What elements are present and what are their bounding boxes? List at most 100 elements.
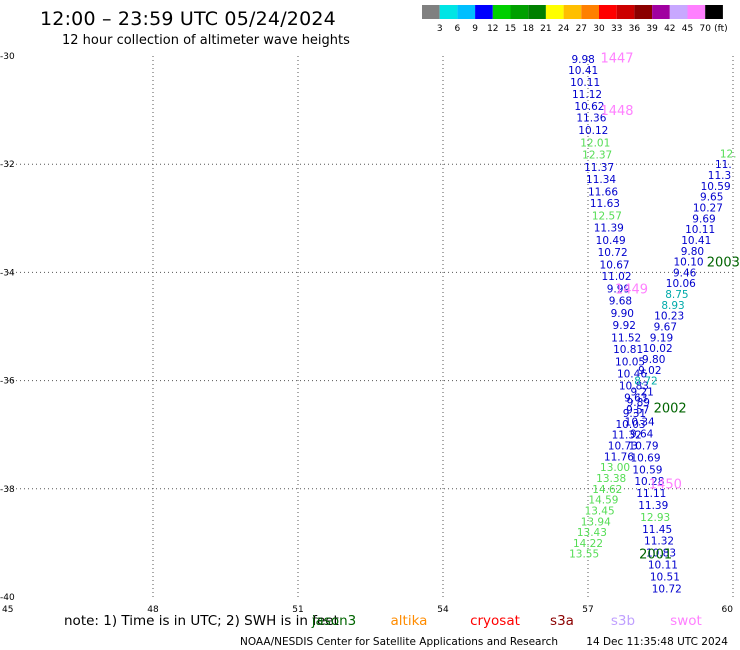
wave-height-point: 13.94 bbox=[581, 516, 611, 528]
wave-height-point: 9.46 bbox=[673, 267, 697, 279]
wave-height-point: 12.37 bbox=[582, 149, 612, 161]
x-tick-label: 54 bbox=[437, 605, 449, 615]
wave-height-point: 10.12 bbox=[578, 125, 608, 137]
wave-height-point: 13.38 bbox=[596, 473, 626, 485]
wave-height-point: 10.28 bbox=[634, 476, 664, 488]
wave-height-point: 9.98 bbox=[571, 54, 594, 66]
wave-height-point: 11.39 bbox=[594, 222, 624, 234]
colorbar-swatch bbox=[422, 5, 440, 19]
colorbar-swatch bbox=[599, 5, 617, 19]
wave-height-point: 11.11 bbox=[636, 488, 666, 500]
colorbar-tick-label: 30 bbox=[593, 24, 605, 34]
pass-annotation: 2002 bbox=[654, 402, 687, 417]
wave-height-point: 10.03 bbox=[616, 419, 646, 431]
colorbar-swatch bbox=[510, 5, 529, 19]
wave-height-point: 10.02 bbox=[643, 343, 673, 355]
wave-height-point: 10.67 bbox=[600, 259, 630, 271]
wave-height-point: 10.11 bbox=[685, 224, 715, 236]
wave-height-point: 9.31 bbox=[623, 408, 646, 420]
wave-height-point: 11.32 bbox=[644, 536, 674, 548]
wave-height-point: 14.62 bbox=[592, 484, 622, 496]
wave-height-point: 11.39 bbox=[638, 500, 668, 512]
colorbar-swatch bbox=[581, 5, 599, 19]
colorbar-tick-label: 21 bbox=[540, 24, 551, 34]
wave-height-point: 11.12 bbox=[572, 89, 602, 101]
wave-height-point: 9.80 bbox=[681, 246, 704, 258]
y-tick-label: -40 bbox=[0, 593, 15, 603]
wave-height-point: 14.22 bbox=[573, 538, 603, 550]
wave-height-point: 9.02 bbox=[638, 365, 661, 377]
wave-height-point: 10.34 bbox=[625, 417, 655, 429]
wave-height-point: 9.92 bbox=[613, 320, 636, 332]
wave-height-point: 11.37 bbox=[584, 162, 614, 174]
pass-annotation: 1449 bbox=[615, 283, 648, 298]
colorbar-tick-label: 42 bbox=[664, 24, 675, 34]
wave-height-point: 9.99 bbox=[607, 284, 630, 296]
wave-height-point: 10.69 bbox=[630, 452, 660, 464]
colorbar-swatch bbox=[528, 5, 546, 19]
pass-annotation: 1448 bbox=[600, 104, 633, 119]
wave-height-point: 12.01 bbox=[580, 138, 610, 150]
x-tick-label: 51 bbox=[292, 605, 303, 615]
wave-height-point: 10.05 bbox=[615, 357, 645, 369]
colorbar: 3 6 9 12 15 18 21 24 27 30 33 36 39 42 45 70 (ft) bbox=[422, 5, 728, 34]
wave-height-point: 10.79 bbox=[629, 441, 659, 453]
colorbar-tick-label: 3 bbox=[437, 24, 443, 34]
colorbar-swatch bbox=[687, 5, 706, 19]
wave-height-point: 12.93 bbox=[640, 512, 670, 524]
y-tick-label: -38 bbox=[0, 485, 15, 495]
wave-height-point: 10.83 bbox=[619, 380, 649, 392]
y-tick-label: -30 bbox=[0, 52, 15, 62]
colorbar-swatch bbox=[616, 5, 635, 19]
legend-altika: altika bbox=[391, 613, 428, 629]
colorbar-tick-label: 18 bbox=[522, 24, 534, 34]
wave-height-point: 8.93 bbox=[661, 300, 684, 312]
page-subtitle: 12 hour collection of altimeter wave hei… bbox=[62, 33, 350, 48]
pass-annotation: 1447 bbox=[600, 52, 633, 67]
wave-height-point: 9.89 bbox=[627, 397, 650, 409]
wave-height-point: 9.63 bbox=[624, 392, 647, 404]
wave-height-point: 12.57 bbox=[592, 211, 622, 223]
colorbar-tick-label: 70 bbox=[699, 24, 711, 34]
wave-height-point: 11.02 bbox=[601, 271, 631, 283]
wave-height-point: 10.59 bbox=[701, 181, 731, 193]
wave-height-point: 11.32 bbox=[612, 430, 642, 442]
colorbar-tick-label: 33 bbox=[611, 24, 622, 34]
colorbar-tick-label: 45 bbox=[682, 24, 693, 34]
wave-height-point: 9.21 bbox=[630, 386, 653, 398]
wave-height-point: 9.57 bbox=[626, 404, 649, 416]
wave-height-point: 10.41 bbox=[681, 235, 711, 247]
x-tick-label: 60 bbox=[722, 605, 734, 615]
wave-height-point: 14.59 bbox=[588, 495, 618, 507]
wave-height-point: 9.67 bbox=[654, 322, 677, 334]
y-tick-label: -34 bbox=[0, 268, 15, 278]
colorbar-tick-label: 15 bbox=[505, 24, 516, 34]
wave-height-point: 10.49 bbox=[596, 235, 626, 247]
wave-height-point: 10.81 bbox=[613, 344, 643, 356]
wave-height-point: 10.27 bbox=[693, 202, 723, 214]
wave-height-point: 11.52 bbox=[611, 332, 641, 344]
footer-note: note: 1) Time is in UTC; 2) SWH is in fe… bbox=[64, 613, 339, 629]
wave-height-point: 9.69 bbox=[692, 213, 715, 225]
wave-height-point: 10.83 bbox=[646, 548, 676, 560]
colorbar-swatch bbox=[563, 5, 582, 19]
legend-s3a: s3a bbox=[550, 613, 574, 629]
wave-height-point: 13.43 bbox=[577, 527, 607, 539]
pass-annotation: 2001 bbox=[639, 548, 672, 563]
y-tick-label: -36 bbox=[0, 377, 15, 387]
colorbar-tick-label: 36 bbox=[629, 24, 641, 34]
wave-height-point: 11. bbox=[715, 159, 732, 171]
wave-height-point: 13.00 bbox=[600, 462, 630, 474]
wave-height-point: 9.90 bbox=[611, 308, 634, 320]
wave-height-point: 12. bbox=[720, 148, 737, 160]
wave-height-point: 10.59 bbox=[632, 464, 662, 476]
wave-height-point: 9.80 bbox=[642, 354, 665, 366]
wave-height-point: 9.68 bbox=[609, 296, 632, 308]
wave-height-point: 11.36 bbox=[576, 113, 606, 125]
wave-height-point: 10.10 bbox=[674, 257, 704, 269]
wave-height-point: 10.73 bbox=[608, 441, 638, 453]
pass-annotation: 1450 bbox=[649, 477, 682, 492]
legend-cryosat: cryosat bbox=[470, 613, 520, 629]
legend-jason3: jason3 bbox=[311, 613, 356, 629]
